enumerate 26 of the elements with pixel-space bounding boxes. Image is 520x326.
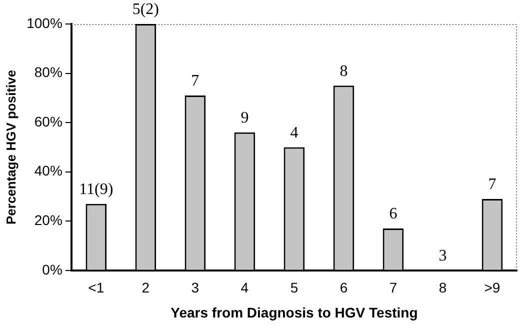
y-tick-label: 60% — [34, 113, 62, 130]
annotation: 9 — [240, 110, 249, 127]
x-tick-label: 6 — [340, 280, 348, 296]
y-tick-label: 20% — [34, 212, 62, 228]
annotation: 6 — [389, 206, 398, 223]
annotation: 7 — [488, 176, 496, 194]
annotation: 3 — [438, 248, 447, 265]
x-axis-title: Years from Diagnosis to HGV Testing — [170, 304, 418, 320]
x-tick-label: 4 — [240, 280, 249, 296]
annotation: 7 — [191, 72, 200, 90]
x-tick-label: 8 — [438, 280, 447, 296]
x-tick-label: >9 — [484, 280, 500, 296]
y-tick-label: 0% — [42, 261, 62, 278]
annotation: 5(2) — [132, 1, 159, 18]
annotation: 4 — [290, 124, 298, 142]
y-tick-label: 80% — [34, 64, 62, 80]
x-tick-label: <1 — [88, 280, 104, 296]
x-tick-label: 3 — [191, 280, 200, 296]
annotation: 11(9) — [79, 181, 114, 198]
x-tick-label: 5 — [290, 280, 298, 296]
y-axis-title: Percentage HGV positive — [3, 70, 18, 225]
y-tick-label: 40% — [34, 162, 62, 179]
y-tick-label: 100% — [26, 14, 62, 31]
annotation: 8 — [340, 62, 348, 80]
x-tick-label: 7 — [389, 280, 398, 296]
x-tick-label: 2 — [142, 280, 150, 296]
